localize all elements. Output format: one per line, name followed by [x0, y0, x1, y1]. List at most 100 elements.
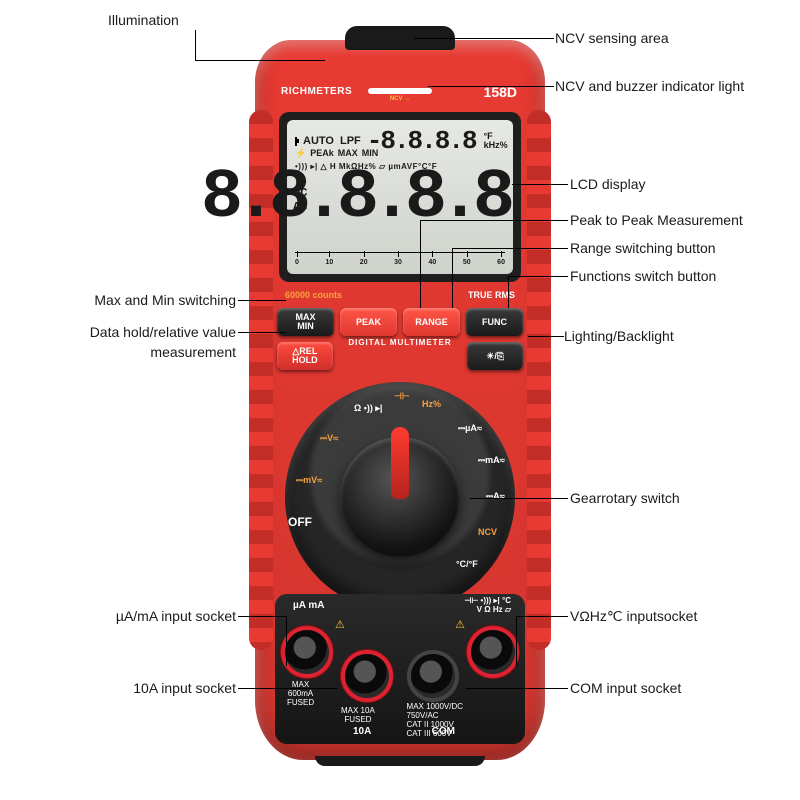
warning-icon: ⚠: [335, 618, 345, 631]
mode-ohm: Ω •)) ▸|: [354, 403, 382, 414]
light-button[interactable]: ☀/⎘: [467, 342, 523, 370]
range-button[interactable]: RANGE: [403, 308, 460, 336]
callout-func: Functions switch button: [570, 268, 716, 284]
lcd-display: AUTO LPF -8.8.8.8 °F kHz% ⚡ PEAk MAX MIN…: [287, 120, 513, 274]
lead: [508, 276, 568, 277]
callout-vohm: VΩHz℃ inputsocket: [570, 608, 697, 625]
lcd-bolt-icon: ⚡: [295, 148, 306, 159]
mode-v: ⎓V≂: [320, 433, 338, 444]
lead: [512, 184, 568, 185]
lcd-row2: ⚡ PEAk MAX MIN: [295, 148, 505, 159]
spec: FUSED: [341, 715, 375, 724]
rotary-dial[interactable]: OFF ⎓mV≂ ⎓V≂ Ω •)) ▸| ⊣⊢ Hz% ⎓µA≂ ⎓mA≂ ⎓…: [285, 382, 515, 612]
dial-knob[interactable]: [340, 437, 460, 557]
spec: CAT II 1000V: [407, 720, 463, 729]
callout-peak: Peak to Peak Measurement: [570, 212, 743, 228]
vohm-socket[interactable]: [471, 630, 515, 674]
mode-hz: Hz%: [422, 399, 441, 409]
lcd-bargraph: 0 10 20 30 40 50 60: [295, 252, 505, 266]
lcd-min: MIN: [362, 148, 379, 159]
com-socket[interactable]: [411, 654, 455, 698]
bar-tick: 50: [463, 259, 471, 266]
callout-ncv-light: NCV and buzzer indicator light: [555, 78, 744, 94]
lead: [238, 332, 286, 333]
lcd-dcac: DC AC: [293, 186, 307, 214]
lead: [195, 30, 196, 60]
ua-ma-label: µA mA: [293, 600, 325, 611]
spec: MAX 10A: [341, 706, 375, 715]
spec: CAT III 600V: [407, 729, 463, 738]
lead: [420, 220, 421, 308]
input-panel: µA mA ⊣⊢ •))) ▸| °C V Ω Hz ⏥ MAX 600mA F…: [275, 594, 525, 744]
dial-ring: OFF ⎓mV≂ ⎓V≂ Ω •)) ▸| ⊣⊢ Hz% ⎓µA≂ ⎓mA≂ ⎓…: [285, 382, 515, 612]
counts-label: 60000 counts: [285, 290, 342, 300]
callout-com: COM input socket: [570, 680, 681, 696]
bar-tick: 20: [360, 259, 368, 266]
mode-a: ⎓A≂: [486, 491, 505, 502]
btn-label: FUNC: [482, 318, 507, 327]
bar-tick: 0: [295, 259, 299, 266]
lead: [528, 336, 564, 337]
rel-hold-button[interactable]: △REL HOLD: [277, 342, 333, 370]
10a-socket[interactable]: [345, 654, 389, 698]
lead: [516, 616, 568, 617]
callout-light: Lighting/Backlight: [564, 328, 674, 344]
brand-label: RICHMETERS: [281, 86, 352, 97]
mode-ma: ⎓mA≂: [478, 455, 505, 466]
btn-label: MIN: [297, 322, 314, 331]
mode-mv: ⎓mV≂: [296, 475, 322, 486]
bar-tick: 10: [325, 259, 333, 266]
lead: [452, 248, 568, 249]
vohm-sym-row: ⊣⊢ •))) ▸| °C: [464, 596, 511, 605]
lead: [466, 688, 568, 689]
spec: 600mA: [287, 689, 314, 698]
btn-label: HOLD: [292, 356, 318, 365]
mode-temp: °C/°F: [456, 559, 478, 569]
callout-10a: 10A input socket: [133, 680, 236, 696]
mode-ncv: NCV: [478, 527, 497, 537]
func-button[interactable]: FUNC: [466, 308, 523, 336]
callout-hold: Data hold/relative value: [90, 324, 236, 340]
peak-button[interactable]: PEAK: [340, 308, 397, 336]
btn-label: PEAK: [356, 318, 381, 327]
mode-cap: ⊣⊢: [394, 391, 410, 402]
btn-label: RANGE: [415, 318, 448, 327]
illumination-slot: [368, 88, 432, 94]
callout-illumination: Illumination: [108, 12, 179, 28]
lead: [516, 616, 517, 666]
btn-label: ☀/⎘: [486, 352, 504, 361]
callout-ua: µA/mA input socket: [116, 608, 236, 624]
stand-base: [315, 756, 485, 766]
ncv-marker: NCV →: [390, 96, 410, 102]
lead: [508, 276, 509, 308]
lcd-auto: AUTO: [303, 135, 334, 147]
lead: [195, 60, 325, 61]
lcd-max: MAX: [338, 148, 358, 159]
lead: [238, 300, 286, 301]
vohm-label: V Ω Hz ⏥: [464, 605, 511, 614]
callout-hold2: measurement: [150, 344, 236, 360]
multimeter-body: RICHMETERS NCV → 158D AUTO LPF -8.8.8.8 …: [255, 40, 545, 760]
spec: 750V/AC: [407, 711, 463, 720]
lead: [414, 38, 554, 39]
button-row-1: MAX MIN PEAK RANGE FUNC: [277, 308, 523, 338]
callout-maxmin: Max and Min switching: [94, 292, 236, 308]
bar-tick: 60: [497, 259, 505, 266]
lead: [452, 248, 453, 308]
ua-ma-socket[interactable]: [285, 630, 329, 674]
bar-tick: 40: [428, 259, 436, 266]
lead: [238, 616, 286, 617]
lead: [428, 86, 554, 87]
lead: [286, 616, 287, 666]
battery-icon: [295, 137, 297, 146]
callout-lcd: LCD display: [570, 176, 645, 192]
lead: [420, 220, 568, 221]
lcd-peak: PEAk: [310, 148, 334, 159]
lead: [470, 498, 568, 499]
10a-label: 10A: [353, 726, 371, 737]
spec: FUSED: [287, 698, 314, 707]
spec: MAX 1000V/DC: [407, 702, 463, 711]
lcd-lpf: LPF: [340, 135, 361, 147]
callout-ncv-area: NCV sensing area: [555, 30, 669, 46]
device-subtitle: DIGITAL MULTIMETER: [348, 338, 451, 347]
